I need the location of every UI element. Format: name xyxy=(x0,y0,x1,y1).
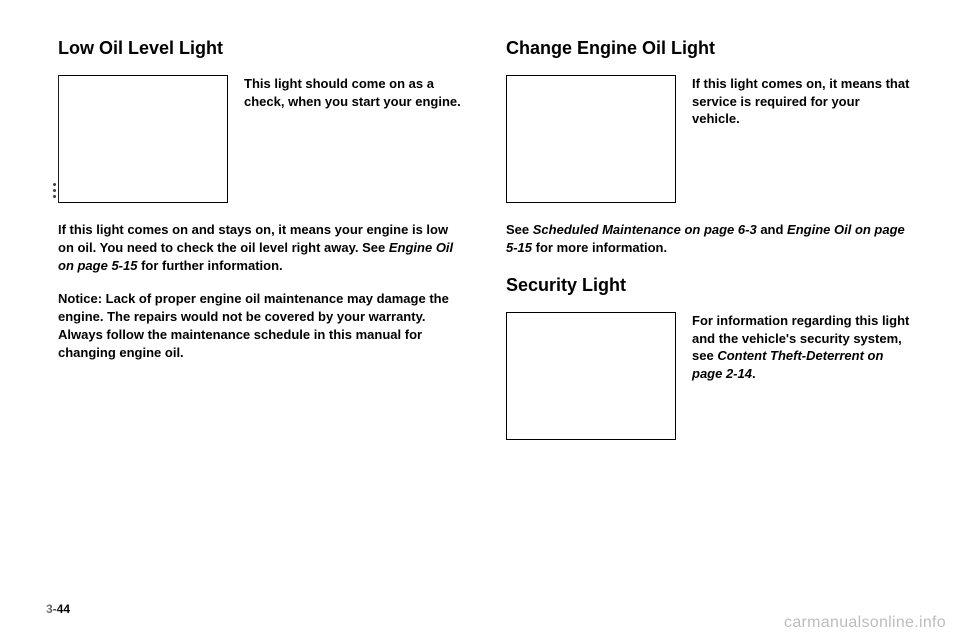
low-oil-block: This light should come on as a check, wh… xyxy=(58,75,462,203)
heading-security: Security Light xyxy=(506,275,910,296)
watermark-text: carmanualsonline.info xyxy=(784,614,946,632)
security-block: For information regarding this light and… xyxy=(506,312,910,440)
change-oil-side-text: If this light comes on, it means that se… xyxy=(692,75,910,203)
security-side-ital: Content Theft-Deterrent on page 2-14 xyxy=(692,348,883,381)
security-side-b: . xyxy=(752,366,756,381)
ref-i1: Scheduled Maintenance on page 6-3 xyxy=(533,222,757,237)
page-number: 3-44 xyxy=(46,602,70,616)
ref-mid: and xyxy=(757,222,787,237)
low-oil-body: If this light comes on and stays on, it … xyxy=(58,221,462,276)
heading-change-oil: Change Engine Oil Light xyxy=(506,38,910,59)
security-side-text: For information regarding this light and… xyxy=(692,312,910,440)
low-oil-image-placeholder xyxy=(58,75,228,203)
low-oil-body-b: for further information. xyxy=(137,258,282,273)
change-oil-image-placeholder xyxy=(506,75,676,203)
ref-b: for more information. xyxy=(532,240,667,255)
left-column: Low Oil Level Light This light should co… xyxy=(58,38,462,458)
low-oil-side-text: This light should come on as a check, wh… xyxy=(244,75,462,203)
heading-low-oil: Low Oil Level Light xyxy=(58,38,462,59)
change-oil-block: If this light comes on, it means that se… xyxy=(506,75,910,203)
security-image-placeholder xyxy=(506,312,676,440)
ref-a: See xyxy=(506,222,533,237)
right-column: Change Engine Oil Light If this light co… xyxy=(506,38,910,458)
change-oil-ref: See Scheduled Maintenance on page 6-3 an… xyxy=(506,221,910,257)
notice-text: Notice: Lack of proper engine oil mainte… xyxy=(58,290,462,363)
